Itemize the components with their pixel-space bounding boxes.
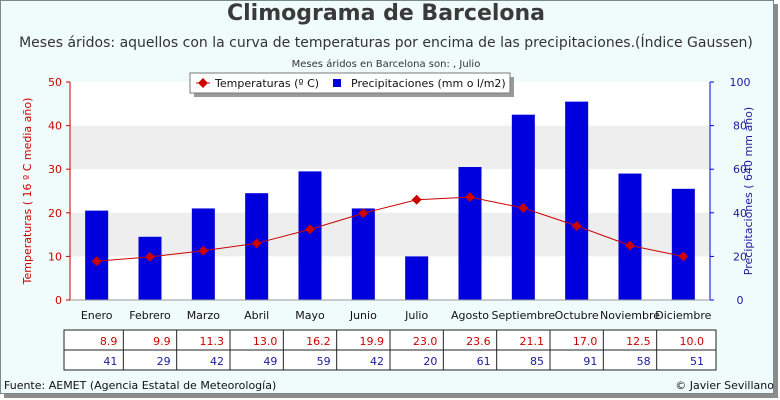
x-tick-label: Octubre xyxy=(555,309,599,322)
temp-table-cell: 23.6 xyxy=(466,335,491,348)
temp-table-cell: 21.1 xyxy=(520,335,545,348)
precip-table-cell: 41 xyxy=(103,355,117,368)
right-tick-label: 0 xyxy=(737,294,744,307)
legend-temp-marker xyxy=(198,78,208,88)
legend-box xyxy=(189,72,511,94)
temp-table-cell: 19.9 xyxy=(360,335,385,348)
precip-bar xyxy=(565,101,589,301)
right-tick-label: 20 xyxy=(733,250,747,263)
legend-precipitation-label: Precipitaciones (mm o l/m2) xyxy=(351,77,506,90)
temp-series-line xyxy=(96,196,684,262)
precip-bar xyxy=(298,171,322,300)
precip-table-cell: 85 xyxy=(530,355,544,368)
precip-table-cell: 42 xyxy=(210,355,224,368)
temp-table-cell: 16.2 xyxy=(306,335,331,348)
temp-table-cell: 23.0 xyxy=(413,335,438,348)
temp-table-cell: 9.9 xyxy=(153,335,171,348)
temp-table-cell: 11.3 xyxy=(200,335,225,348)
precip-bar xyxy=(85,210,109,300)
legend-precip-swatch xyxy=(333,79,341,87)
precip-table-cell: 58 xyxy=(637,355,651,368)
temp-point xyxy=(465,192,475,203)
x-tick-label: Abril xyxy=(244,309,269,322)
temp-table-cell: 13.0 xyxy=(253,335,278,348)
data-table: 8.9 9.9 11.3 13.0 16.2 19.9 23.0 23.6 21.1 17.0 12… xyxy=(63,329,717,371)
chart-axes: 0 10 20 30 40 50 0 20 40 60 80 100 Enero Febrero Marzo… xyxy=(21,76,755,322)
x-tick-label: Julio xyxy=(404,309,428,322)
x-tick-label: Junio xyxy=(349,309,377,322)
precip-table-cell: 91 xyxy=(583,355,597,368)
temp-point xyxy=(305,224,315,235)
right-tick-label: 80 xyxy=(733,120,747,133)
temp-table-cell: 17.0 xyxy=(573,335,598,348)
precip-table-cell: 59 xyxy=(317,355,331,368)
precip-table-cell: 51 xyxy=(690,355,704,368)
plot-band xyxy=(70,212,710,257)
right-tick-label: 100 xyxy=(730,76,751,89)
chart-legend: Temperaturas (º C) Precipitaciones (mm o… xyxy=(189,72,514,97)
precip-table-cell: 20 xyxy=(423,355,437,368)
left-tick-label: 20 xyxy=(48,207,62,220)
plot-band xyxy=(70,125,710,170)
temp-point xyxy=(625,240,635,251)
temp-point xyxy=(145,251,155,262)
right-tick-label: 60 xyxy=(733,163,747,176)
legend-temperature-label: Temperaturas (º C) xyxy=(214,77,319,90)
temp-point xyxy=(411,194,422,205)
x-tick-label: Diciembre xyxy=(655,309,711,322)
plot-band xyxy=(70,169,710,213)
precip-table-cell: 49 xyxy=(263,355,277,368)
source-credit: Fuente: AEMET (Agencia Estatal de Meteor… xyxy=(4,379,277,392)
precip-bar xyxy=(618,173,642,300)
temp-point xyxy=(198,245,209,256)
x-tick-label: Septiembre xyxy=(492,309,556,322)
precip-table-cell: 42 xyxy=(370,355,384,368)
plot-band xyxy=(70,256,710,300)
x-tick-label: Enero xyxy=(81,309,113,322)
temp-point xyxy=(358,208,369,219)
temp-point xyxy=(571,220,582,231)
precip-table-cell: 29 xyxy=(157,355,171,368)
right-tick-label: 40 xyxy=(733,207,747,220)
x-tick-label: Noviembre xyxy=(600,309,660,322)
precip-table-cell: 61 xyxy=(477,355,491,368)
precip-bar xyxy=(405,256,429,300)
x-tick-label: Marzo xyxy=(187,309,221,322)
left-axis-title: Temperaturas ( 16 º C media año) xyxy=(21,98,34,286)
left-tick-label: 50 xyxy=(48,76,62,89)
left-tick-label: 40 xyxy=(48,120,62,133)
x-tick-label: Febrero xyxy=(129,309,171,322)
right-axis-title: Precipitaciones ( 640 mm año) xyxy=(742,107,755,275)
arid-months-note: Meses áridos en Barcelona son: , Julio xyxy=(291,59,481,70)
temp-point xyxy=(678,251,689,262)
precip-bar xyxy=(138,236,162,300)
left-tick-label: 30 xyxy=(48,163,62,176)
author-credit: © Javier Sevillano xyxy=(675,379,774,392)
temp-point xyxy=(518,203,529,213)
precip-bar xyxy=(458,167,482,300)
left-tick-label: 10 xyxy=(48,250,62,263)
temp-table-cell: 10.0 xyxy=(680,335,705,348)
x-tick-label: Mayo xyxy=(295,309,325,322)
temp-table-cell: 12.5 xyxy=(626,335,651,348)
precip-bar xyxy=(671,188,695,300)
left-tick-label: 0 xyxy=(55,294,62,307)
chart-title: Climograma de Barcelona xyxy=(226,1,546,26)
precip-bar xyxy=(351,208,375,300)
chart-subtitle: Meses áridos: aquellos con la curva de t… xyxy=(19,35,753,51)
temp-table-cell: 8.9 xyxy=(100,335,118,348)
plot-bands xyxy=(70,82,710,300)
x-tick-label: Agosto xyxy=(451,309,489,322)
